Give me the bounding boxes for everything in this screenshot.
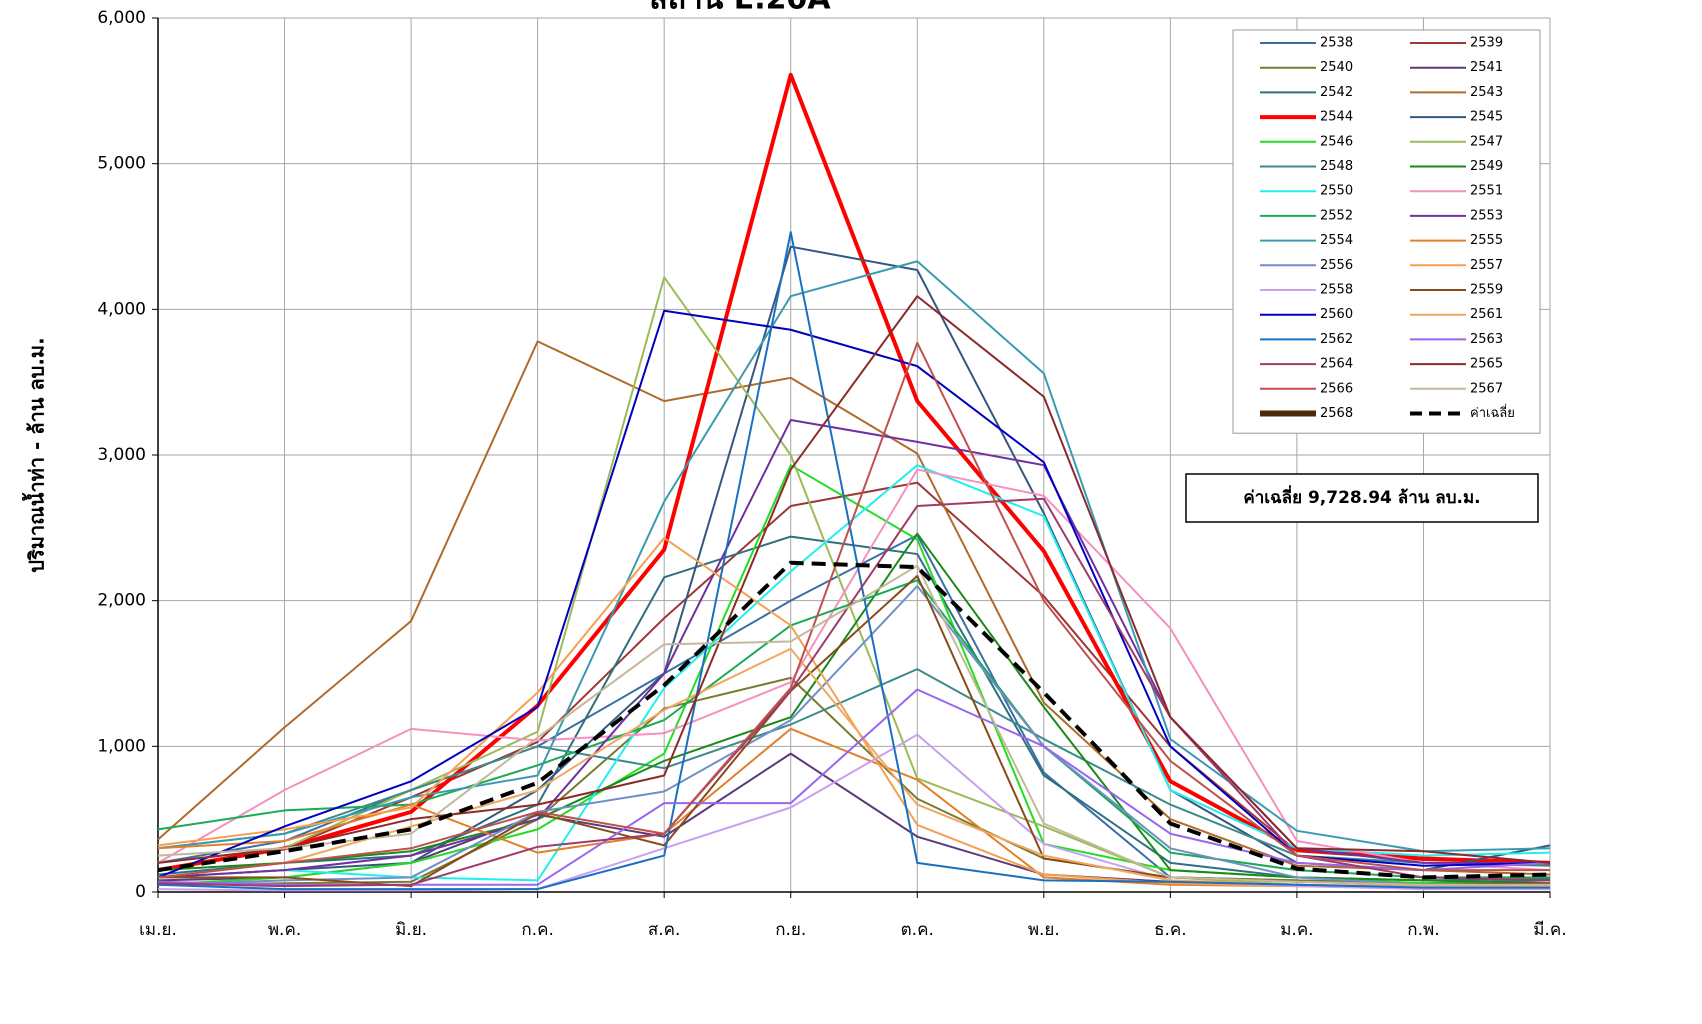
legend-label: 2540 — [1320, 60, 1353, 75]
annotation: ค่าเฉลี่ย 9,728.94 ล้าน ลบ.ม. — [1243, 485, 1480, 508]
legend-label: 2557 — [1470, 258, 1503, 273]
series-line — [157, 497, 1551, 888]
legend-label: 2562 — [1320, 332, 1353, 347]
x-tick-label: ก.พ. — [1407, 920, 1439, 940]
series-line — [157, 676, 1551, 888]
legend-label: 2544 — [1320, 110, 1353, 125]
legend-label: 2566 — [1320, 381, 1353, 396]
series-line — [157, 532, 1551, 885]
x-tick-label: ม.ค. — [1280, 920, 1313, 940]
series-line — [157, 534, 1551, 885]
x-tick-label: ก.ค. — [521, 920, 553, 940]
series-line — [157, 464, 1551, 886]
x-tick-label: ก.ย. — [775, 920, 806, 940]
y-tick-label: 5,000 — [97, 154, 146, 174]
x-tick-label: มิ.ย. — [395, 920, 427, 940]
series-line — [157, 560, 1551, 880]
series-line — [157, 468, 1551, 872]
legend-label: 2553 — [1470, 208, 1503, 223]
series-line — [157, 260, 1551, 853]
legend-label: 2542 — [1320, 85, 1353, 100]
legend-label: 2555 — [1470, 233, 1503, 248]
x-tick-label: พ.ย. — [1028, 920, 1060, 940]
y-tick-label: 6,000 — [97, 8, 146, 28]
x-tick-label: มี.ค. — [1533, 920, 1566, 940]
y-tick-label: 4,000 — [97, 299, 146, 319]
x-tick-label: ต.ค. — [901, 920, 934, 940]
series-line — [157, 481, 1551, 872]
legend-label: 2538 — [1320, 36, 1353, 51]
legend-label: 2551 — [1470, 184, 1503, 199]
legend-label: 2559 — [1470, 283, 1503, 298]
legend-label: 2549 — [1470, 159, 1503, 174]
legend-label: 2558 — [1320, 283, 1353, 298]
x-tick-label: เม.ย. — [139, 920, 177, 940]
series-line — [157, 231, 1550, 891]
legend-label: 2550 — [1320, 184, 1353, 199]
x-tick-label: พ.ค. — [268, 920, 301, 940]
legend-box — [1232, 29, 1541, 434]
series-line — [157, 419, 1550, 879]
series-line — [157, 341, 1550, 879]
legend-label: 2556 — [1320, 258, 1353, 273]
legend-label: 2545 — [1470, 110, 1503, 125]
legend-label: ค่าเฉลี่ย — [1470, 404, 1515, 421]
legend-label: 2547 — [1470, 134, 1503, 149]
series-line — [157, 733, 1550, 892]
series-line — [157, 585, 1550, 886]
legend-label: 2564 — [1320, 357, 1353, 372]
y-tick-label: 0 — [135, 882, 146, 902]
legend-label: 2554 — [1320, 233, 1353, 248]
legend-label: 2567 — [1470, 381, 1503, 396]
y-axis-label: ปริมาณน้ำท่า - ล้าน ลบ.ม. — [22, 337, 49, 572]
series-line — [157, 295, 1551, 864]
legend-label: 2568 — [1320, 406, 1353, 421]
legend-label: 2539 — [1470, 36, 1503, 51]
legend-label: 2552 — [1320, 208, 1353, 223]
legend-label: 2548 — [1320, 159, 1353, 174]
chart-title: สถานี E.20A — [649, 0, 831, 17]
legend-label: 2543 — [1470, 85, 1503, 100]
y-tick-label: 2,000 — [97, 591, 146, 611]
legend-label: 2560 — [1320, 307, 1353, 322]
legend-label: 2541 — [1470, 60, 1503, 75]
y-tick-label: 3,000 — [97, 445, 146, 465]
x-tick-label: ส.ค. — [648, 920, 681, 940]
y-tick-label: 1,000 — [97, 736, 146, 756]
annotation-box — [1185, 473, 1539, 523]
legend-label: 2561 — [1470, 307, 1503, 322]
legend-label: 2565 — [1470, 357, 1503, 372]
x-tick-label: ธ.ค. — [1154, 920, 1187, 940]
legend-label: 2546 — [1320, 134, 1353, 149]
series-line — [157, 564, 1550, 886]
series-line — [157, 340, 1551, 876]
legend-label: 2563 — [1470, 332, 1503, 347]
